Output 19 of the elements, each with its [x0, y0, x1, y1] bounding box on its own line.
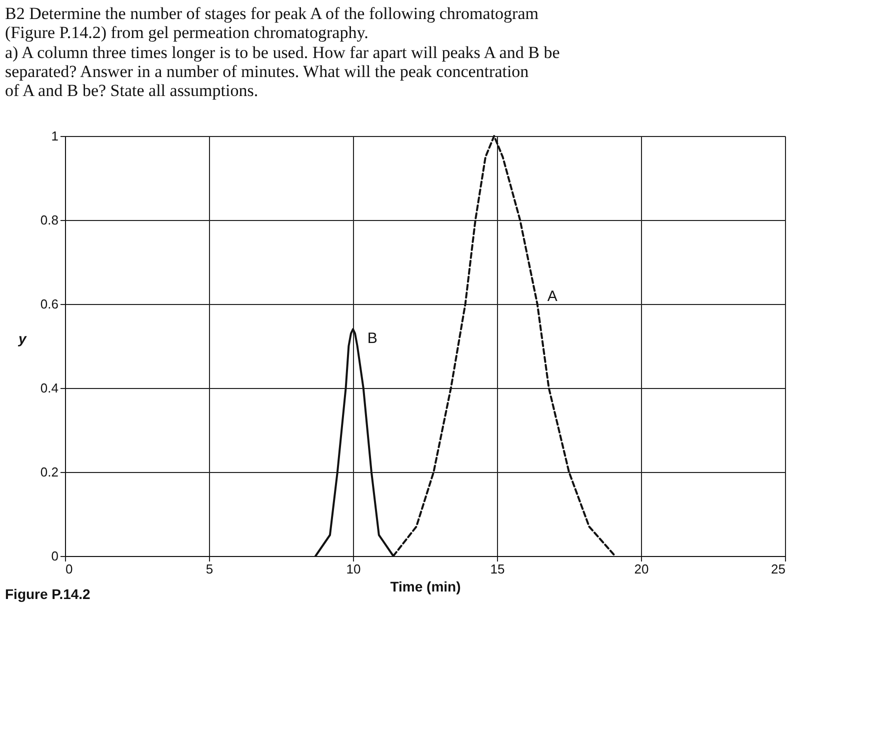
chart-title: B2 Determine the number of stages for peak A of the following chromatogram (Figure P.14.2) from gel permeation chromatography.: [5, 4, 538, 42]
x-tick-label: 20: [634, 562, 649, 576]
y-axis-title: y: [18, 330, 28, 346]
y-tick-label: 0.6: [40, 296, 58, 312]
x-tick-label: 25: [771, 562, 786, 576]
series-label: A: [547, 288, 558, 305]
chart-subtitle: a) A column three times longer is to be used. How far apart will peaks A and B be separated? Answer in a number of minutes. What will the peak concentration of A and B be? State all assumptions.: [5, 43, 560, 100]
y-tick-label: 0.4: [40, 380, 58, 396]
x-tick-label: 15: [490, 562, 505, 576]
x-tick-label: 5: [206, 562, 214, 576]
x-tick-label: 0: [66, 562, 73, 576]
text: Figure P.14.2: [5, 586, 91, 602]
x-tick-label: 10: [346, 562, 361, 576]
x-axis-title: Time (min): [390, 578, 461, 594]
series-label: B: [367, 330, 378, 347]
y-tick-label: 0.8: [40, 212, 58, 228]
y-tick-label: 1: [51, 128, 58, 144]
y-tick-label: 0: [51, 548, 58, 564]
y-tick-label: 0.2: [40, 464, 58, 480]
